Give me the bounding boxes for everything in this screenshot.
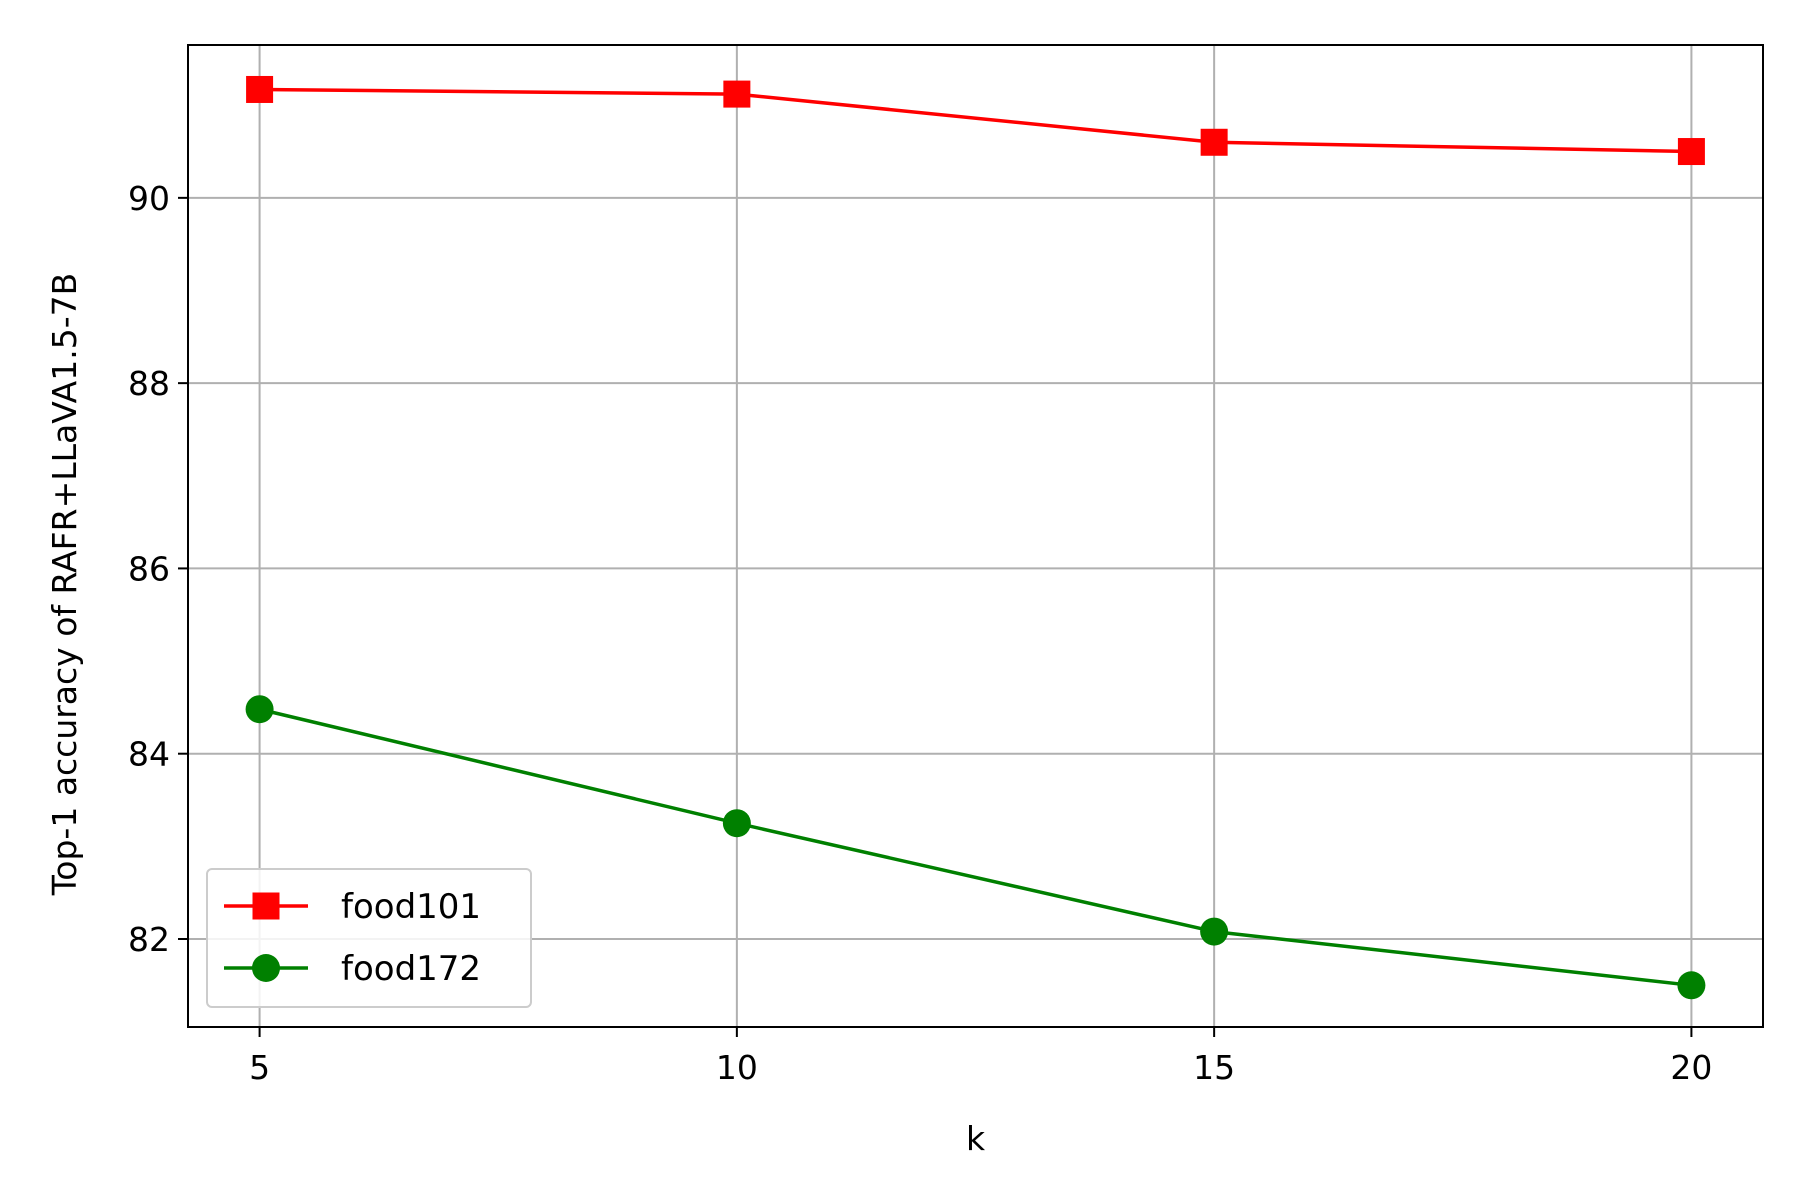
x-tick-label: 5 (249, 1048, 270, 1087)
series-line-food101 (259, 87, 1692, 154)
legend-box (206, 868, 532, 1008)
data-point-food101 (1200, 128, 1228, 156)
y-axis-ticks: 82 84 86 88 90 (128, 179, 188, 959)
x-axis-title: k (966, 1119, 986, 1158)
y-tick-label: 88 (128, 364, 170, 403)
data-point-food172 (1200, 917, 1229, 946)
legend: food101 food172 (206, 868, 532, 1008)
series-line-food172 (259, 707, 1692, 988)
data-point-food172 (722, 809, 751, 838)
data-point-food101 (723, 80, 751, 108)
series-food172 (245, 695, 1706, 1000)
legend-entry-food101: food101 (224, 887, 481, 927)
y-tick-label: 86 (128, 549, 170, 588)
legend-label: food101 (341, 887, 481, 927)
legend-marker (252, 892, 280, 920)
legend-label: food172 (341, 949, 481, 989)
legend-entry-food172: food172 (224, 949, 481, 989)
series-food101 (246, 75, 1705, 166)
series-layer (245, 75, 1706, 1000)
legend-marker (252, 954, 280, 982)
y-tick-label: 82 (128, 920, 170, 959)
data-point-food101 (1677, 138, 1705, 166)
data-point-food172 (1677, 971, 1706, 1000)
x-tick-label: 15 (1193, 1048, 1235, 1087)
x-axis-ticks: 5 10 15 20 (249, 1027, 1712, 1087)
x-tick-label: 20 (1670, 1048, 1712, 1087)
y-tick-label: 84 (128, 735, 170, 774)
data-point-food101 (246, 75, 274, 103)
data-point-food172 (245, 695, 274, 724)
y-tick-label: 90 (128, 179, 170, 218)
x-tick-label: 10 (716, 1048, 758, 1087)
plot-frame (187, 44, 1764, 1028)
y-axis-title: Top-1 accuracy of RAFR+LLaVA1.5-7B (45, 273, 84, 897)
legend-entries: food101 food172 (224, 887, 481, 989)
